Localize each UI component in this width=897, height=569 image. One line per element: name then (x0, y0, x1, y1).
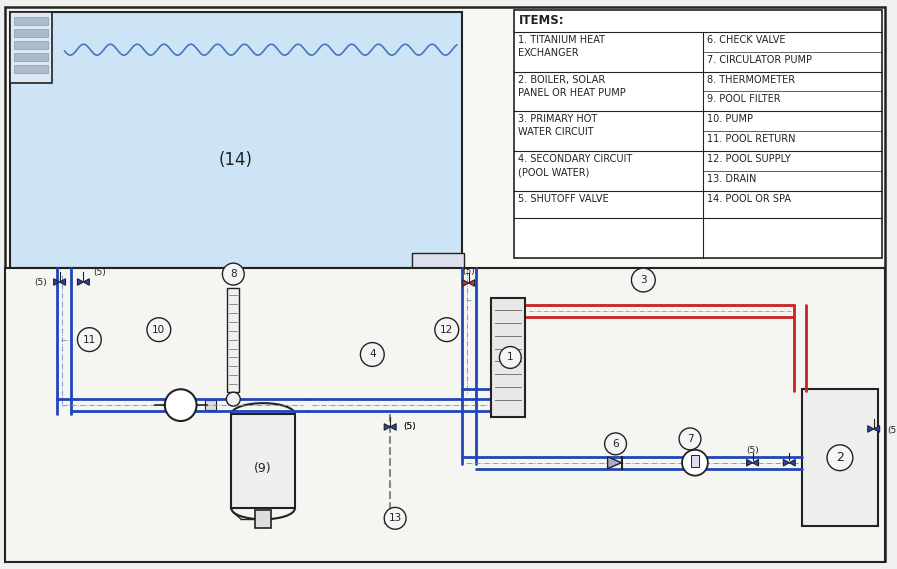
Bar (802, 389, 877, 526)
Polygon shape (390, 424, 396, 430)
Polygon shape (607, 457, 622, 469)
Circle shape (827, 445, 853, 471)
Polygon shape (789, 459, 796, 466)
Circle shape (77, 328, 101, 352)
Bar (176, 397, 186, 411)
Circle shape (361, 343, 384, 366)
Bar (10, 12, 52, 84)
Text: 8: 8 (230, 269, 237, 279)
Polygon shape (59, 279, 65, 285)
Text: 12: 12 (440, 325, 453, 335)
Circle shape (165, 389, 196, 421)
Text: 3: 3 (640, 275, 647, 285)
Text: 5. SHUTOFF VALVE: 5. SHUTOFF VALVE (518, 193, 609, 204)
Text: 12. POOL SUPPLY: 12. POOL SUPPLY (708, 154, 791, 164)
Text: 7. CIRCULATOR PUMP: 7. CIRCULATOR PUMP (708, 55, 813, 65)
Text: 13: 13 (388, 513, 402, 523)
Bar (5, 268, 884, 562)
Circle shape (222, 263, 244, 285)
Bar (13, 17, 48, 25)
Text: 11: 11 (83, 335, 96, 345)
Circle shape (226, 392, 240, 406)
Bar (13, 53, 48, 61)
Text: (5): (5) (404, 422, 416, 431)
Circle shape (682, 450, 708, 476)
Text: 6: 6 (613, 439, 619, 449)
Circle shape (500, 347, 521, 368)
Text: 1: 1 (507, 352, 514, 362)
Polygon shape (753, 459, 759, 466)
Polygon shape (783, 459, 789, 466)
Text: 6. CHECK VALVE: 6. CHECK VALVE (708, 35, 786, 45)
Bar (227, 288, 239, 392)
Text: (5): (5) (746, 446, 759, 455)
Bar (691, 455, 699, 467)
Circle shape (435, 318, 458, 341)
Text: 10. PUMP: 10. PUMP (708, 114, 753, 124)
Circle shape (605, 433, 626, 455)
Text: 4. SECONDARY CIRCUIT
(POOL WATER): 4. SECONDARY CIRCUIT (POOL WATER) (518, 154, 632, 177)
Text: 10: 10 (152, 325, 165, 335)
Polygon shape (77, 279, 83, 285)
Text: 7: 7 (687, 434, 693, 444)
Text: (5): (5) (462, 267, 475, 275)
Text: 3. PRIMARY HOT
WATER CIRCUIT: 3. PRIMARY HOT WATER CIRCUIT (518, 114, 597, 138)
Text: 1. TITANIUM HEAT
EXCHANGER: 1. TITANIUM HEAT EXCHANGER (518, 35, 605, 58)
Bar (492, 298, 526, 417)
Bar (13, 41, 48, 49)
Text: 4: 4 (369, 349, 376, 360)
Text: 14. POOL OR SPA: 14. POOL OR SPA (708, 193, 791, 204)
Bar (255, 510, 271, 528)
Polygon shape (867, 426, 874, 432)
Polygon shape (54, 279, 59, 285)
Circle shape (384, 508, 406, 529)
Text: (9): (9) (254, 462, 272, 475)
Polygon shape (384, 424, 390, 430)
Bar (514, 10, 882, 258)
Bar (13, 65, 48, 72)
Polygon shape (874, 426, 880, 432)
Text: (14): (14) (218, 151, 252, 169)
Text: 8. THERMOMETER: 8. THERMOMETER (708, 75, 796, 85)
Circle shape (147, 318, 170, 341)
Text: 13. DRAIN: 13. DRAIN (708, 174, 757, 184)
Polygon shape (83, 279, 90, 285)
Text: 11. POOL RETURN: 11. POOL RETURN (708, 134, 796, 144)
Bar (231, 414, 295, 508)
Bar (412, 253, 464, 270)
Bar (10, 12, 462, 268)
Polygon shape (468, 280, 475, 286)
Text: (5): (5) (93, 267, 106, 277)
Polygon shape (746, 459, 753, 466)
Circle shape (631, 268, 656, 292)
Text: 9. POOL FILTER: 9. POOL FILTER (708, 94, 781, 104)
Text: (5): (5) (34, 278, 47, 287)
Polygon shape (463, 280, 468, 286)
Text: 2: 2 (836, 451, 844, 464)
Text: ITEMS:: ITEMS: (519, 14, 565, 27)
Text: (5): (5) (887, 426, 897, 435)
Bar (13, 29, 48, 37)
Text: 2. BOILER, SOLAR
PANEL OR HEAT PUMP: 2. BOILER, SOLAR PANEL OR HEAT PUMP (518, 75, 626, 98)
Circle shape (679, 428, 701, 450)
Bar (205, 400, 216, 410)
Text: (5): (5) (404, 422, 416, 431)
